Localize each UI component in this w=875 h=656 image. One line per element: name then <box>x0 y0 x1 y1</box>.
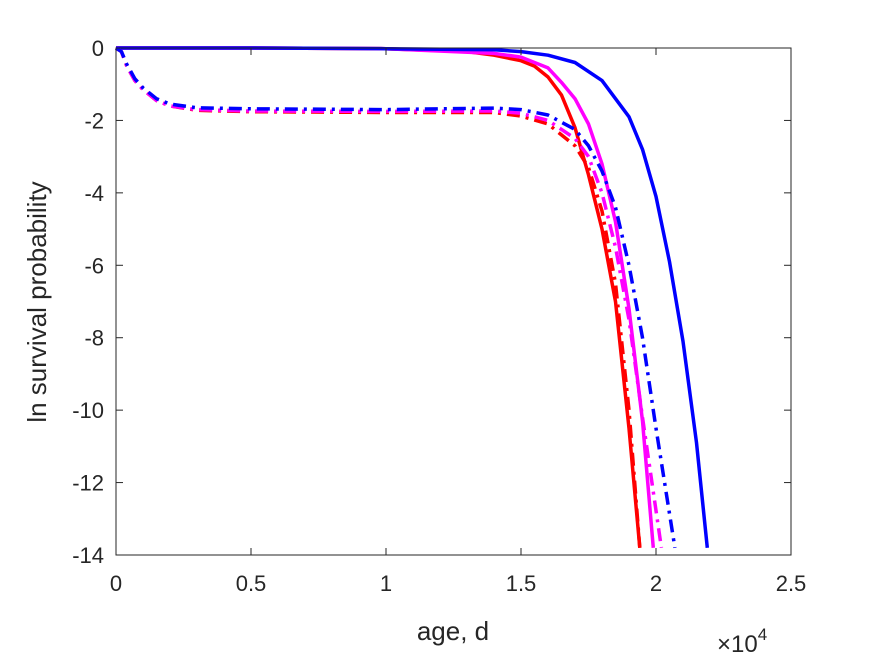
x-tick-label: 1 <box>380 571 392 596</box>
plot-frame <box>115 47 792 556</box>
x-axis-label: age, d <box>417 616 489 646</box>
x-tick-label: 2.5 <box>776 571 807 596</box>
y-tick-label: -14 <box>72 543 104 568</box>
x-tick-label: 0.5 <box>236 571 267 596</box>
series-line-6 <box>115 46 677 549</box>
x-tick-label: 1.5 <box>506 571 537 596</box>
plot-background <box>116 48 791 555</box>
y-tick-label: 0 <box>92 36 104 61</box>
y-tick-label: -6 <box>84 253 104 278</box>
x-multiplier-base: 10 <box>731 631 758 656</box>
series-line-3 <box>116 46 710 548</box>
series-layer <box>115 46 710 549</box>
x-multiplier-sign: × <box>717 631 731 656</box>
y-tick-label: -8 <box>84 326 104 351</box>
x-axis-multiplier: ×104 <box>717 625 767 656</box>
y-tick-label: -4 <box>84 181 104 206</box>
y-tick-label: -2 <box>84 108 104 133</box>
y-axis-label: ln survival probability <box>22 181 52 422</box>
y-tick-label: -12 <box>72 471 104 496</box>
tick-layer: 0 0.5 1 1.5 2 2.5 0 -2 -4 -6 -8 -10 -12 -14 <box>72 36 806 596</box>
y-tick-label: -10 <box>72 398 104 423</box>
x-tick-label: 2 <box>650 571 662 596</box>
x-multiplier-exponent: 4 <box>758 625 767 644</box>
x-tick-label: 0 <box>110 571 122 596</box>
